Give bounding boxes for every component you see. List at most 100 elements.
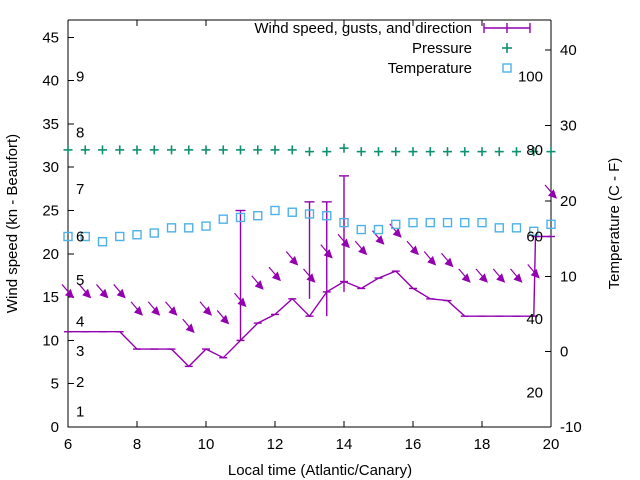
arrow-head (427, 255, 437, 266)
wind-direction-arrow (165, 301, 178, 316)
y2-tick-label: 30 (560, 118, 577, 135)
x-tick-label: 12 (267, 436, 284, 453)
beaufort-scale-label: 8 (76, 125, 84, 142)
arrow-head (82, 288, 92, 299)
pressure-point (305, 147, 314, 157)
pressure-point (80, 145, 90, 155)
arrow-head (530, 268, 540, 279)
y2-tick-label: 0 (560, 344, 568, 361)
legend-layer: Wind speed, gusts, and direction Pressure… (254, 20, 531, 77)
temperature-point (270, 205, 280, 216)
pressure-point (132, 145, 142, 155)
temperature-point (115, 231, 125, 242)
arrow-head (99, 288, 109, 299)
wind-direction-arrow (492, 268, 506, 283)
wind-direction-arrow (216, 310, 230, 325)
arrow-head (496, 273, 506, 283)
wind-direction-arrow (268, 266, 281, 282)
legend-label-pressure: Pressure (412, 40, 472, 57)
y-tick-label: 45 (42, 29, 59, 46)
y-tick-label: 25 (42, 203, 59, 220)
pressure-point (115, 145, 125, 155)
x-axis-title: Local time (Atlantic/Canary) (228, 462, 412, 479)
y2-tick-label: -10 (560, 419, 582, 436)
arrow-head (116, 288, 126, 299)
temperature-point (425, 217, 435, 228)
pressure-point (236, 145, 245, 155)
wind-direction-arrow (544, 184, 557, 199)
x-tick-label: 6 (64, 436, 72, 453)
y2-tick-label: 10 (560, 268, 577, 285)
arrow-head (237, 297, 247, 308)
pressure-point (443, 147, 452, 157)
pressure-point (218, 145, 228, 155)
arrow-head (478, 273, 488, 283)
temperature-point (132, 230, 142, 240)
wind-direction-arrow (182, 318, 195, 334)
pressure-point (512, 147, 521, 157)
temperature-point (339, 217, 349, 228)
arrow-head (271, 271, 281, 282)
temperature-point (408, 217, 418, 228)
temperature-point (356, 224, 366, 235)
pressure-point (529, 147, 539, 157)
y-tick-label: 0 (51, 419, 59, 436)
beaufort-scale-label: 2 (76, 374, 84, 391)
arrow-head (64, 288, 74, 299)
arrow-head (289, 255, 299, 266)
pressure-point (167, 145, 176, 155)
pressure-point (98, 145, 107, 155)
pressure-point (287, 145, 297, 155)
legend-key-wind (483, 23, 531, 33)
pressure-point (425, 147, 435, 157)
pressure-point (374, 147, 383, 157)
pressure-point (63, 145, 73, 155)
wind-direction-arrow (96, 284, 109, 299)
pressure-point (253, 145, 263, 155)
temperature-point (546, 219, 556, 230)
temperature-point (149, 228, 159, 238)
legend-key-pressure (502, 43, 512, 53)
temperature-point (529, 226, 539, 236)
arrow-head (306, 273, 316, 283)
wind-direction-arrow (113, 284, 126, 299)
wind-direction-arrow (199, 301, 212, 316)
wind-direction-arrow (303, 268, 316, 283)
wind-direction-arrow (423, 251, 437, 266)
beaufort-scale-label: 4 (76, 313, 84, 330)
temperature-point (80, 231, 90, 242)
wind-direction-arrow (527, 264, 540, 279)
x-tick-label: 10 (198, 436, 215, 453)
wind-direction-arrow (406, 240, 419, 256)
temperature-point (322, 211, 332, 221)
pressure-scale-label: 80 (526, 142, 543, 159)
arrow-head (513, 273, 523, 283)
temperature-point (235, 212, 246, 223)
pressure-point (184, 145, 194, 155)
y-tick-label: 15 (42, 289, 59, 306)
temperature-point (494, 223, 504, 233)
beaufort-scale-label: 1 (76, 403, 84, 420)
pressure-scale-label: 20 (526, 384, 543, 401)
pressure-point (201, 145, 211, 155)
wind-direction-arrow (251, 275, 264, 290)
y-tick-label: 40 (42, 73, 59, 90)
arrow-head (220, 314, 230, 325)
wind-direction-arrow (337, 233, 350, 249)
legend-label-temperature: Temperature (388, 60, 472, 77)
arrow-head (358, 245, 368, 256)
wind-direction-arrow (510, 268, 523, 283)
temperature-point (391, 219, 401, 230)
temperature-point (184, 223, 194, 233)
pressure-point (460, 147, 470, 157)
y-tick-label: 20 (42, 246, 59, 263)
axes-layer (67, 19, 552, 428)
pressure-point (494, 147, 504, 157)
x-tick-label: 14 (336, 436, 353, 453)
wind-direction-arrow (147, 301, 161, 316)
arrow-head (323, 248, 333, 259)
wind-direction-arrow (130, 301, 143, 316)
arrow-head (340, 238, 350, 249)
